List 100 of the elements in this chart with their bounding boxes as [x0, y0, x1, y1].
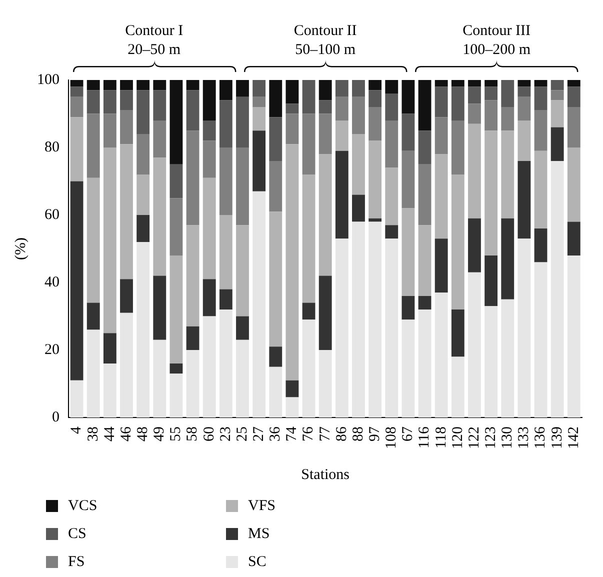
x-tick-label: 139	[549, 426, 566, 449]
bar	[352, 194, 365, 222]
bar	[434, 117, 448, 154]
bar	[468, 80, 481, 87]
x-tick-label: 49	[152, 426, 168, 442]
bar	[219, 100, 232, 148]
bar	[170, 198, 183, 256]
bar	[567, 148, 580, 222]
x-tick-label: 44	[102, 426, 118, 442]
x-tick-label: 97	[366, 426, 383, 442]
bar	[202, 178, 216, 280]
bar	[136, 134, 150, 174]
bar	[550, 100, 564, 128]
bar	[186, 90, 200, 131]
bar	[202, 140, 216, 178]
bar	[136, 174, 150, 215]
bar	[236, 80, 249, 97]
x-axis-title: Stations	[301, 466, 350, 483]
bar	[170, 256, 183, 364]
bar	[269, 346, 282, 367]
bar	[352, 80, 365, 97]
bar	[236, 340, 249, 418]
bar	[286, 104, 299, 114]
bar	[318, 350, 332, 418]
bar	[418, 164, 432, 226]
bar	[318, 100, 332, 114]
bar	[136, 215, 150, 242]
bar	[86, 178, 100, 303]
bar	[385, 120, 398, 168]
bar	[385, 238, 398, 418]
bar	[567, 107, 580, 148]
y-axis-title: (%)	[12, 238, 29, 260]
bar	[518, 238, 531, 418]
legend-label: CS	[68, 526, 86, 542]
bar	[136, 242, 150, 418]
bar	[153, 120, 166, 158]
bar	[451, 120, 464, 174]
bar	[86, 90, 100, 114]
bar	[86, 114, 100, 178]
bar	[501, 299, 514, 418]
bar	[236, 96, 249, 148]
bar	[252, 96, 266, 107]
bar	[286, 144, 299, 380]
x-tick-label: 25	[234, 426, 250, 442]
bar	[501, 218, 514, 300]
x-tick-label: 88	[350, 426, 366, 442]
bar	[418, 296, 432, 310]
bar	[501, 107, 514, 131]
bar	[550, 80, 564, 90]
bar	[269, 212, 282, 347]
bar	[550, 161, 564, 418]
bar	[202, 279, 216, 316]
bar	[335, 80, 348, 97]
bar	[434, 154, 448, 239]
bar	[219, 289, 232, 310]
bar	[120, 312, 133, 418]
bar	[567, 80, 580, 87]
bar	[534, 150, 548, 228]
bar	[567, 86, 580, 107]
bar	[368, 90, 382, 107]
bar	[385, 168, 398, 226]
x-tick-label: 108	[384, 426, 400, 449]
y-tick-label: 60	[44, 206, 60, 223]
bar	[451, 174, 464, 310]
x-tick-label: 67	[400, 426, 416, 442]
x-tick-label: 76	[300, 426, 317, 442]
bar	[418, 225, 432, 296]
bar	[501, 80, 514, 107]
bar	[170, 374, 183, 418]
bar	[402, 296, 415, 320]
bar	[550, 90, 564, 100]
bar	[70, 80, 84, 87]
bar	[434, 238, 448, 293]
bar	[484, 80, 498, 87]
x-tick-label: 86	[334, 426, 350, 442]
bar	[402, 114, 415, 151]
bar	[418, 130, 432, 164]
x-tick-label: 142	[566, 426, 582, 449]
bar	[120, 279, 133, 313]
legend-label: SC	[248, 554, 266, 570]
y-tick-label: 20	[44, 342, 60, 358]
bar	[318, 80, 332, 100]
x-tick-label: 46	[118, 426, 134, 442]
bar	[368, 80, 382, 90]
bar	[335, 120, 348, 151]
bar	[501, 130, 514, 218]
bar	[170, 364, 183, 374]
bar	[120, 80, 133, 90]
bar	[302, 302, 316, 320]
bar	[103, 148, 116, 334]
bar	[484, 130, 498, 256]
bar	[484, 86, 498, 100]
bar	[534, 86, 548, 110]
bar	[202, 120, 216, 141]
x-tick-label: 4	[68, 426, 85, 434]
bar	[518, 161, 531, 239]
bar	[484, 306, 498, 418]
text: Contour I 20–50 m	[125, 23, 184, 58]
legend-label: FS	[68, 554, 85, 570]
bar	[136, 90, 150, 134]
